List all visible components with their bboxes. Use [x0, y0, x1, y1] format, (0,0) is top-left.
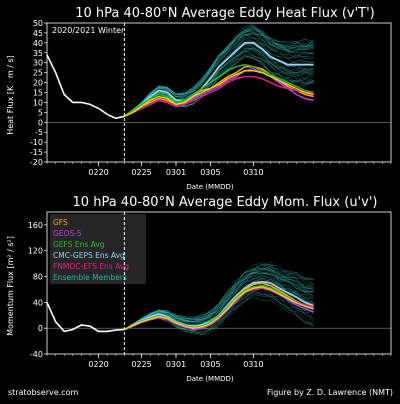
legend-entry-cmc: CMC-GEPS Ens Avg	[53, 251, 125, 260]
footer-site: stratobserve.com	[8, 388, 78, 397]
fnmoc-line	[124, 75, 314, 117]
y-tick-label: -20	[30, 158, 43, 167]
legend-entry-ensemble: Ensemble Members	[53, 273, 127, 282]
legend-entry-geos: GEOS-5	[53, 229, 82, 238]
y-tick-label: 80	[33, 273, 43, 282]
y-tick-label: 50	[33, 19, 43, 28]
y-tick-label: 25	[33, 69, 43, 78]
legend-entry-gfs: GFS	[53, 218, 68, 227]
x-tick-label: 0301	[166, 360, 186, 369]
y-tick-label: 35	[33, 49, 43, 58]
ensemble-member-line	[124, 48, 314, 117]
legend: GFS GEOS-5 GEFS Ens Avg CMC-GEPS Ens Avg FNM…	[50, 214, 146, 284]
analysis-line	[46, 302, 125, 333]
legend-box	[50, 214, 146, 284]
y-tick-label: -40	[30, 350, 43, 359]
x-tick-label: 0301	[166, 168, 186, 177]
legend-entry-gefs: GEFS Ens Avg	[53, 240, 105, 249]
momentum-flux-ylabel: Momentum Flux [m² / s²]	[6, 236, 15, 336]
x-tick-label: 0310	[243, 360, 263, 369]
x-tick-label: 0305	[200, 168, 220, 177]
ensemble-member-line	[124, 267, 314, 330]
y-tick-label: 40	[33, 39, 43, 48]
y-tick-label: 40	[33, 298, 43, 307]
y-tick-label: 45	[33, 29, 43, 38]
y-tick-label: 0	[38, 118, 43, 127]
x-tick-label: 0305	[200, 360, 220, 369]
y-tick-label: 15	[33, 89, 43, 98]
ensemble-member-line	[124, 32, 314, 117]
y-tick-label: 5	[38, 108, 43, 117]
y-tick-label: 30	[33, 59, 43, 68]
footer-credit: Figure by Z. D. Lawrence (NMT)	[267, 388, 393, 397]
ensemble-member-line	[124, 271, 314, 330]
analysis-line	[46, 54, 125, 120]
heat-flux-ylabel: Heat Flux [K · m / s]	[6, 55, 15, 135]
y-tick-label: -5	[35, 128, 43, 137]
ensemble-member-line	[124, 50, 314, 117]
legend-entry-fnmoc: FNMOC-EFS Ens Avg	[53, 262, 129, 271]
heat-flux-xlabel: Date (MMDD)	[186, 183, 234, 191]
ensemble-member-line	[124, 26, 314, 117]
season-annotation: 2020/2021 Winter	[52, 26, 125, 35]
ensemble-member-line	[124, 33, 314, 117]
x-tick-label: 0220	[88, 168, 108, 177]
ensemble-member-line	[124, 264, 314, 330]
y-tick-label: 160	[28, 221, 43, 230]
x-tick-label: 0225	[131, 360, 151, 369]
heat-flux-panel: 10 hPa 40-80°N Average Eddy Heat Flux (v…	[6, 6, 392, 191]
cmc-line	[123, 42, 314, 118]
momentum-flux-title: 10 hPa 40-80°N Average Eddy Mom. Flux (u…	[73, 195, 378, 210]
x-tick-label: 0225	[131, 168, 151, 177]
y-tick-label: 120	[28, 247, 43, 256]
gfs_ens_line-line	[124, 69, 314, 117]
momentum-flux-xlabel: Date (MMDD)	[186, 375, 234, 383]
momentum-flux-panel: 10 hPa 40-80°N Average Eddy Mom. Flux (u…	[6, 195, 392, 383]
y-tick-label: -15	[30, 148, 43, 157]
heat-flux-title: 10 hPa 40-80°N Average Eddy Heat Flux (v…	[75, 6, 375, 21]
ensemble-member-line	[124, 31, 314, 117]
y-tick-label: 20	[33, 79, 43, 88]
x-tick-label: 0220	[88, 360, 108, 369]
gefs-line	[123, 63, 314, 117]
y-tick-label: -10	[30, 138, 43, 147]
y-tick-label: 0	[38, 324, 43, 333]
gfs_ens_line-line	[124, 286, 314, 331]
y-tick-label: 10	[33, 98, 43, 107]
x-tick-label: 0310	[243, 168, 263, 177]
